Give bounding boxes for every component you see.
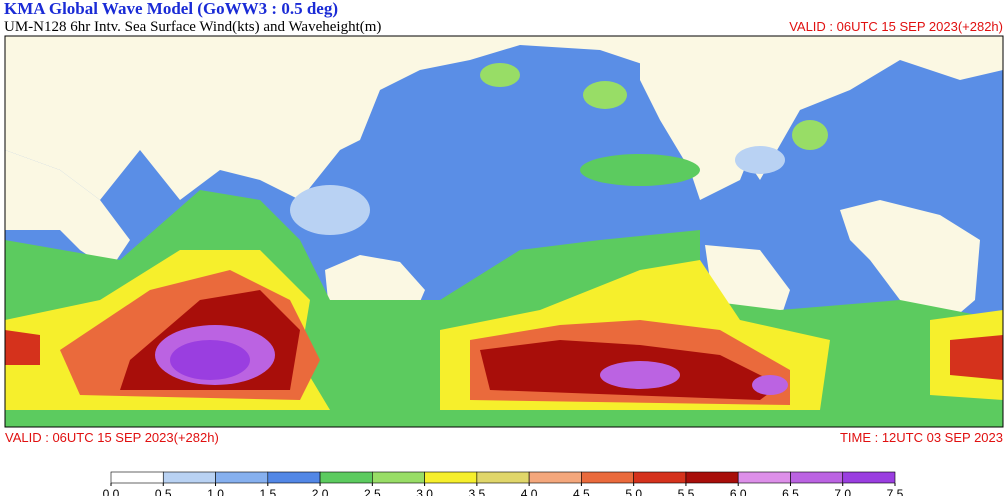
tick-label: 2.0	[312, 487, 329, 496]
footer-valid: VALID : 06UTC 15 SEP 2023(+282h)	[5, 430, 219, 445]
tick-label: 1.0	[207, 487, 224, 496]
color-swatch	[581, 471, 634, 484]
color-swatch	[842, 471, 896, 484]
title: KMA Global Wave Model (GoWW3 : 0.5 deg)	[4, 0, 338, 18]
tick-label: 3.5	[469, 487, 486, 496]
tick-label: 4.5	[573, 487, 590, 496]
color-swatch	[633, 471, 687, 484]
footer-time: TIME : 12UTC 03 SEP 2023	[840, 430, 1003, 445]
color-swatch	[162, 471, 216, 484]
tick-label: 0.5	[155, 487, 172, 496]
colorbar: 0.0 0.5 1.0 1.5 2.0 2.5 3.0 3.5 4.0 4.5 5.0 5.5 6.0 6…	[103, 471, 904, 496]
tick-label: 6.5	[782, 487, 799, 496]
tick-label: 7.5	[887, 487, 904, 496]
color-swatch	[267, 471, 321, 484]
tick-label: 0.0	[103, 487, 120, 496]
color-swatch	[110, 471, 164, 484]
tick-label: 5.0	[625, 487, 642, 496]
subtitle: UM-N128 6hr Intv. Sea Surface Wind(kts) …	[4, 19, 381, 35]
color-swatch	[737, 471, 791, 484]
color-swatch	[528, 471, 582, 484]
tick-label: 5.5	[678, 487, 695, 496]
tick-label: 6.0	[730, 487, 747, 496]
tick-label: 1.5	[259, 487, 276, 496]
valid-time: VALID : 06UTC 15 SEP 2023(+282h)	[789, 19, 1003, 34]
color-swatch	[372, 471, 425, 484]
map	[4, 35, 1004, 428]
color-swatch	[215, 471, 269, 484]
color-swatch	[685, 471, 739, 484]
tick-label: 2.5	[364, 487, 381, 496]
color-swatch	[476, 471, 530, 484]
tick-label: 7.0	[834, 487, 851, 496]
color-swatch	[319, 471, 373, 484]
color-swatch	[424, 471, 478, 484]
color-swatch	[790, 471, 844, 484]
tick-label: 4.0	[521, 487, 538, 496]
tick-label: 3.0	[416, 487, 433, 496]
